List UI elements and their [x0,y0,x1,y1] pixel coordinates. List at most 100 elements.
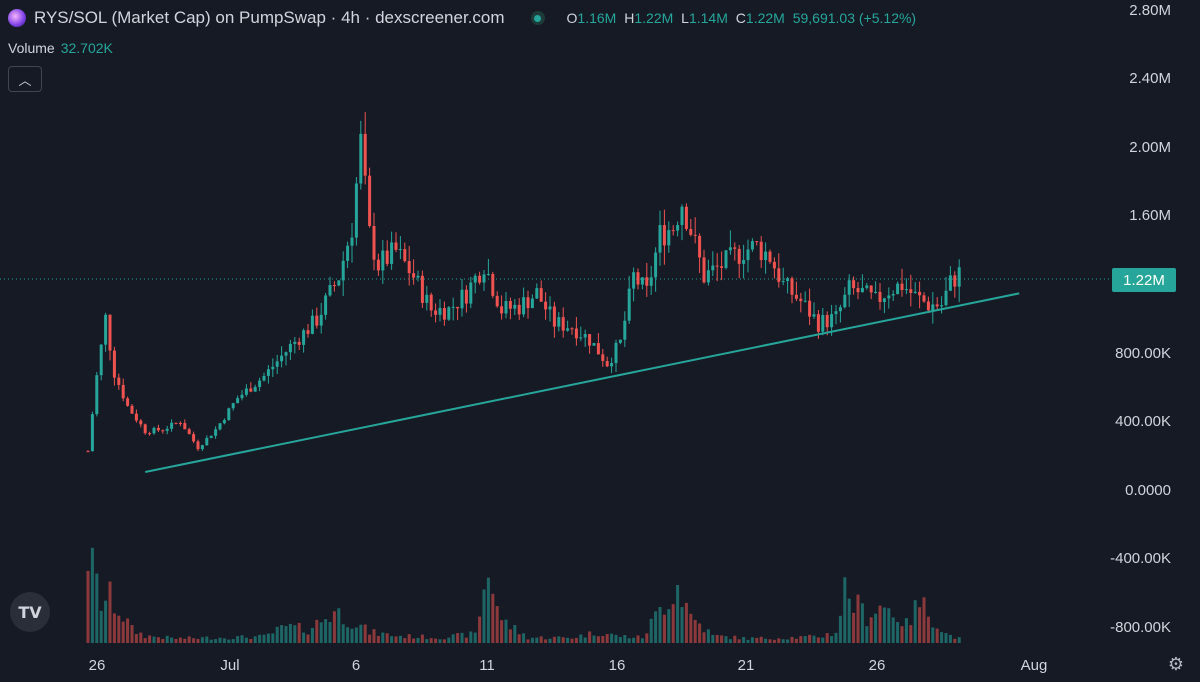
candle-body [517,304,521,315]
candle [843,287,847,309]
volume-bar [205,636,209,643]
candle [706,259,710,286]
candle-body [909,289,913,293]
candle-body [302,330,306,345]
ohlc-open-key: O [566,10,578,26]
volume-bar [530,637,534,643]
candle [698,233,702,274]
volume-bar [640,638,644,643]
volume-bar [561,637,565,643]
volume-bar [258,634,262,643]
candle-body [891,294,895,296]
candle [297,337,301,351]
volume-bar [882,607,886,643]
candle-body [759,241,763,261]
candle-body [464,289,468,304]
volume-bar [588,631,592,643]
candle [293,337,297,354]
candle-body [557,317,561,327]
candle [473,273,477,294]
volume-bar [777,638,781,643]
trendline[interactable] [144,292,1020,473]
x-axis[interactable]: 26 Jul 6 11 16 21 26 Aug [89,657,1048,674]
volume-bar [944,633,948,643]
candle-body [900,283,904,290]
candle-body [218,423,222,430]
volume-bar [742,637,746,643]
candle-body [508,300,512,309]
candle-body [174,422,178,424]
volume-bar [394,636,398,643]
candle [99,343,103,381]
candle [196,439,200,452]
candle [847,274,851,308]
candle [746,239,750,273]
volume-bar [341,624,345,643]
volume-bar [420,634,424,643]
candle [478,271,482,285]
candle [680,204,684,241]
candle-body [249,388,253,392]
candle-body [495,295,499,307]
candle [363,112,367,185]
ohlc-low-key: L [681,10,689,26]
candle-body [803,300,807,302]
candle-body [530,298,534,309]
candle [764,242,768,274]
y-axis[interactable]: 2.80M 2.40M 2.00M 1.60M 800.00K 400.00K 0.0000… [1110,2,1171,636]
candle [148,431,152,436]
candle [517,298,521,321]
candle-body [887,295,891,299]
candle-body [680,206,684,226]
candle-body [953,275,957,287]
volume-bar [764,638,768,643]
volume-bar [117,615,121,643]
volume-bar [381,632,385,643]
gear-icon[interactable]: ⚙ [1167,653,1185,674]
candle [786,277,790,294]
candle-body [706,270,710,283]
candle [935,296,939,310]
candle [456,306,460,321]
candle-body [913,291,917,293]
candle [156,424,160,432]
candle [143,423,147,435]
candle [790,276,794,304]
candle-body [275,361,279,367]
volume-bar [464,637,468,643]
candle-layer [86,112,961,453]
volume-bar [218,637,222,643]
volume-bar [900,626,904,643]
volume-bar [623,635,627,643]
volume-bar [724,636,728,643]
volume-bar [86,570,90,643]
chevron-up-icon: ︿ [18,72,32,88]
candle [258,377,262,392]
candle [95,371,99,417]
candle-body [724,250,728,268]
collapse-legend-button[interactable]: ︿ [8,66,42,92]
candle [887,287,891,309]
candle [636,268,640,290]
candle [596,333,600,355]
volume-bar [570,638,574,643]
tradingview-logo-icon[interactable]: TV [10,592,50,632]
candle [227,407,231,421]
candle [891,290,895,302]
candle [280,346,284,368]
candle-body [196,441,200,450]
candle [750,238,754,252]
candle [376,253,380,276]
candle-body [500,306,504,314]
candle-body [750,241,754,250]
candle-body [425,294,429,303]
volume-bar [240,635,244,643]
candle-body [187,429,191,435]
volume-bar [702,632,706,643]
volume-bar [926,616,930,643]
volume-bar [618,637,622,643]
candle-body [368,175,372,226]
volume-bar [860,603,864,643]
volume-bar [398,635,402,643]
